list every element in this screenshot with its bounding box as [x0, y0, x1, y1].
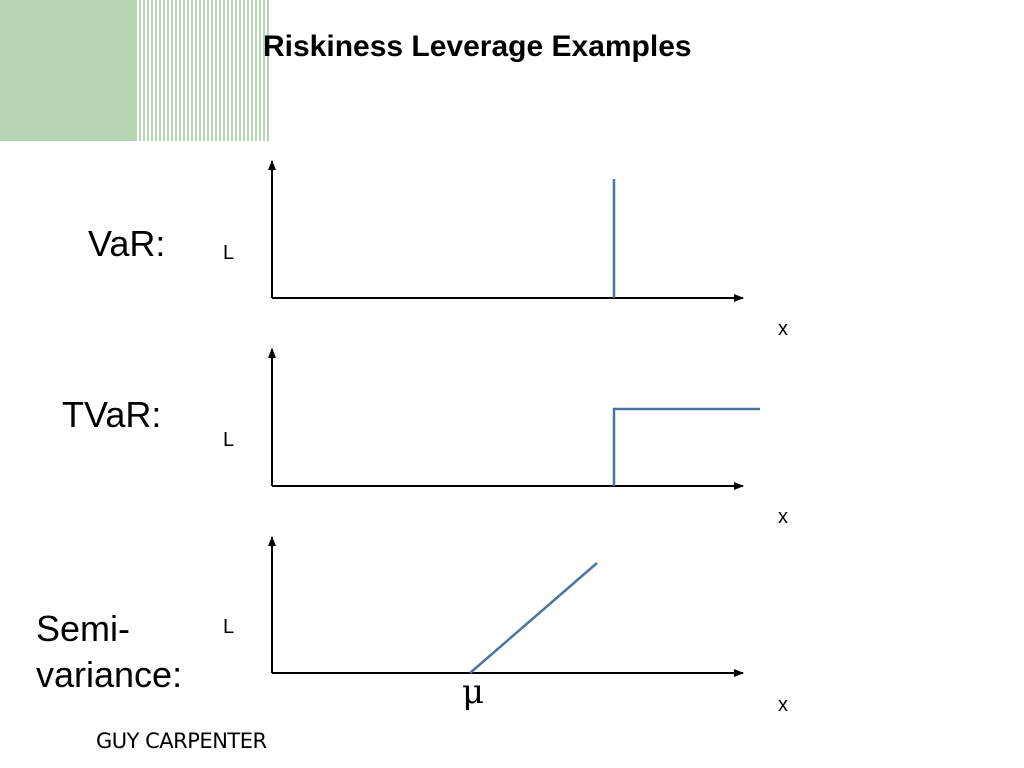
tvar-label: TVaR:	[62, 394, 162, 435]
var-y-axis-label: L	[223, 242, 235, 264]
semi-variance-ramp-curve	[469, 562, 598, 674]
var-x-axis-label: x	[778, 318, 788, 340]
tvar-plot	[268, 348, 760, 490]
slide-title: Riskiness Leverage Examples	[263, 30, 692, 63]
semi-variance-label-line2: variance:	[36, 654, 183, 695]
semi-variance-plot	[268, 536, 744, 677]
tvar-step-curve	[612, 407, 760, 486]
tvar-x-axis-label: x	[778, 506, 788, 528]
var-plot	[268, 160, 744, 302]
guy-carpenter-logo: GUY CARPENTER	[96, 729, 267, 753]
semi-variance-x-axis-label: x	[778, 694, 788, 716]
decorative-green-block	[0, 0, 135, 141]
mu-marker-label: μ	[462, 672, 485, 712]
semi-variance-label-line1: Semi-	[36, 608, 131, 649]
tvar-y-axis-label: L	[223, 429, 235, 451]
var-label: VaR:	[88, 223, 166, 264]
semi-variance-y-axis-label: L	[223, 616, 235, 638]
decorative-green-stripes	[135, 0, 270, 141]
semi-variance-label: Semi- variance:	[36, 606, 182, 698]
